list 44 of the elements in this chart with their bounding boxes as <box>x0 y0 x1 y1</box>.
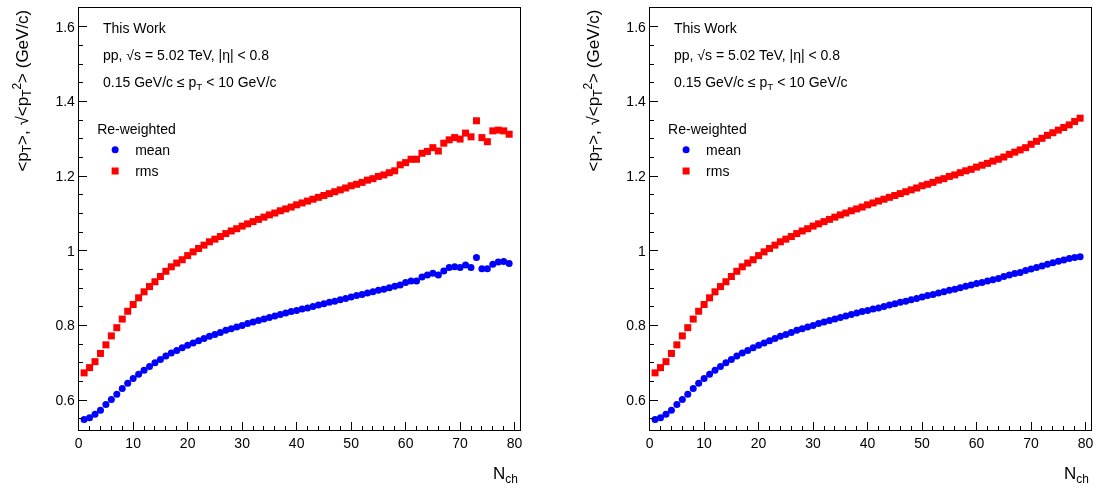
annotation: pp, √s = 5.02 TeV, |η| < 0.8 <box>103 47 270 63</box>
y-tick-label: 1.6 <box>626 18 647 35</box>
x-axis-title: N$_{ch}$ <box>493 464 518 486</box>
x-tick-label: 0 <box>74 434 83 451</box>
y-tick-label: 0.8 <box>55 317 76 334</box>
legend-label: rms <box>135 163 159 180</box>
annotation: This Work <box>674 20 738 36</box>
legend-label: rms <box>706 163 730 180</box>
y-tick-label: 1.4 <box>55 93 76 110</box>
x-tick-label: 20 <box>750 434 767 451</box>
y-tick-label: 1 <box>638 242 647 259</box>
x-tick-label: 10 <box>125 434 142 451</box>
x-tick-label: 20 <box>179 434 196 451</box>
x-tick-label: 60 <box>397 434 414 451</box>
y-tick-label: 0.6 <box>626 392 647 409</box>
x-tick-label: 80 <box>1077 434 1094 451</box>
x-tick-label: 50 <box>914 434 931 451</box>
x-axis-title: N$_{ch}$ <box>1064 464 1089 486</box>
x-tick-label: 50 <box>343 434 360 451</box>
legend-title: Re-weighted <box>668 121 747 138</box>
y-tick-label: 1.2 <box>55 167 76 184</box>
y-tick-label: 0.6 <box>55 392 76 409</box>
x-tick-label: 0 <box>645 434 654 451</box>
x-tick-label: 40 <box>288 434 305 451</box>
x-tick-label: 10 <box>696 434 713 451</box>
x-tick-label: 30 <box>234 434 251 451</box>
x-tick-label: 60 <box>968 434 985 451</box>
x-tick-label: 80 <box>506 434 523 451</box>
x-tick-label: 70 <box>1023 434 1040 451</box>
y-tick-label: 1.6 <box>55 18 76 35</box>
y-tick-label: 1.4 <box>626 93 647 110</box>
y-tick-label: 0.8 <box>626 317 647 334</box>
x-tick-label: 40 <box>859 434 876 451</box>
x-tick-label: 30 <box>805 434 822 451</box>
annotation: pp, √s = 5.02 TeV, |η| < 0.8 <box>674 47 841 63</box>
y-tick-label: 1.2 <box>626 167 647 184</box>
legend-label: mean <box>135 142 171 159</box>
annotation: 0.15 GeV/c ≤ p$_{T}$ < 10 GeV/c <box>103 74 277 92</box>
legend-label: mean <box>706 142 742 159</box>
annotation: 0.15 GeV/c ≤ p$_{T}$ < 10 GeV/c <box>674 74 848 92</box>
annotation: This Work <box>103 20 167 36</box>
x-tick-label: 70 <box>452 434 469 451</box>
y-tick-label: 1 <box>67 242 76 259</box>
legend-title: Re-weighted <box>97 121 176 138</box>
